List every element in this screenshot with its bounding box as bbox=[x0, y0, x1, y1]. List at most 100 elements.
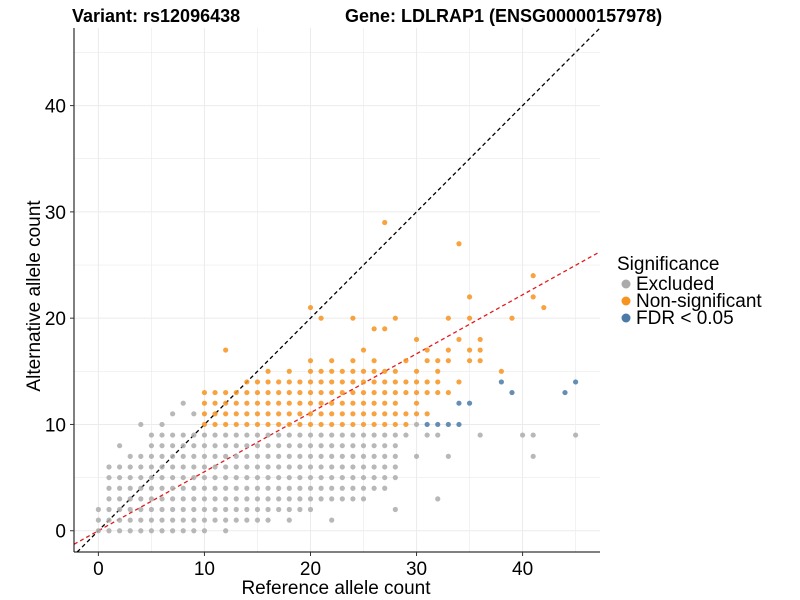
data-point bbox=[170, 411, 176, 417]
data-point bbox=[117, 464, 123, 470]
data-point bbox=[530, 453, 536, 459]
gene-title: Gene: LDLRAP1 (ENSG00000157978) bbox=[345, 6, 662, 26]
data-point bbox=[138, 485, 144, 491]
data-point bbox=[307, 485, 314, 491]
data-point bbox=[159, 421, 165, 428]
data-point bbox=[382, 219, 388, 226]
axes: 0 10 20 30 40 0 10 20 30 40 bbox=[45, 28, 600, 580]
data-point bbox=[307, 432, 314, 438]
data-point bbox=[307, 304, 314, 311]
data-point bbox=[509, 315, 515, 321]
fit-line bbox=[73, 251, 601, 545]
y-tick-label: 30 bbox=[45, 203, 66, 224]
data-point bbox=[201, 400, 208, 406]
data-point bbox=[360, 421, 367, 428]
x-tick-label: 0 bbox=[93, 559, 104, 580]
data-point bbox=[233, 443, 239, 449]
data-point bbox=[106, 464, 112, 470]
data-point bbox=[350, 315, 356, 321]
data-point bbox=[371, 443, 377, 449]
data-point bbox=[223, 400, 229, 406]
data-point bbox=[456, 379, 462, 385]
data-point bbox=[233, 411, 239, 417]
data-point bbox=[466, 347, 473, 353]
data-point bbox=[95, 517, 101, 523]
data-point bbox=[180, 400, 186, 406]
data-point bbox=[159, 496, 165, 502]
data-point bbox=[297, 453, 303, 459]
data-point bbox=[223, 453, 229, 459]
data-point bbox=[318, 485, 324, 491]
data-point bbox=[148, 528, 155, 534]
data-point bbox=[392, 443, 398, 449]
legend-swatch-non-significant bbox=[621, 296, 631, 306]
data-point bbox=[339, 485, 345, 491]
x-tick-label: 40 bbox=[512, 559, 533, 580]
data-point bbox=[276, 474, 282, 481]
data-point bbox=[339, 368, 345, 374]
data-point bbox=[435, 358, 441, 364]
data-point bbox=[477, 336, 483, 343]
data-point bbox=[297, 496, 303, 502]
data-point bbox=[307, 411, 314, 417]
data-point bbox=[498, 379, 504, 385]
data-point bbox=[307, 443, 314, 449]
data-point bbox=[360, 368, 367, 374]
data-point bbox=[138, 464, 144, 470]
data-point bbox=[254, 379, 261, 385]
data-point bbox=[191, 432, 197, 438]
data-point bbox=[413, 389, 420, 396]
data-point bbox=[318, 400, 324, 406]
data-point bbox=[286, 400, 292, 406]
data-point bbox=[286, 496, 292, 502]
data-point bbox=[413, 400, 420, 406]
data-point bbox=[201, 474, 208, 481]
data-point bbox=[413, 368, 420, 374]
data-point bbox=[265, 368, 271, 374]
data-point bbox=[360, 485, 367, 491]
data-point bbox=[329, 421, 335, 428]
data-point bbox=[392, 368, 398, 374]
data-point bbox=[413, 379, 420, 385]
data-point bbox=[466, 400, 473, 406]
data-point bbox=[318, 389, 324, 396]
y-tick-label: 40 bbox=[45, 97, 66, 118]
data-point bbox=[456, 400, 462, 406]
data-point bbox=[339, 464, 345, 470]
data-point bbox=[265, 389, 271, 396]
legend-swatch-fdr bbox=[621, 313, 631, 323]
data-point bbox=[382, 411, 388, 417]
data-point bbox=[180, 474, 186, 481]
data-point bbox=[392, 379, 398, 385]
data-point bbox=[445, 421, 451, 428]
data-point bbox=[392, 464, 398, 470]
data-point bbox=[106, 485, 112, 491]
data-point bbox=[424, 389, 430, 396]
data-point bbox=[254, 496, 261, 502]
data-point bbox=[360, 464, 367, 470]
data-point bbox=[382, 326, 388, 332]
data-point bbox=[286, 368, 292, 374]
data-point bbox=[212, 421, 218, 428]
data-point bbox=[360, 400, 367, 406]
identity-line bbox=[76, 27, 601, 553]
series-non-significant bbox=[201, 219, 547, 428]
data-point bbox=[191, 485, 197, 491]
data-point bbox=[360, 496, 367, 502]
data-point bbox=[276, 379, 282, 385]
data-point bbox=[201, 496, 208, 502]
data-point bbox=[223, 517, 229, 523]
data-point bbox=[360, 347, 367, 353]
data-point bbox=[339, 432, 345, 438]
data-point bbox=[435, 421, 441, 428]
data-point bbox=[212, 517, 218, 523]
data-point bbox=[466, 358, 473, 364]
data-point bbox=[360, 379, 367, 385]
data-point bbox=[254, 389, 261, 396]
data-point bbox=[233, 517, 239, 523]
data-point bbox=[159, 506, 165, 513]
data-point bbox=[435, 379, 441, 385]
data-point bbox=[148, 453, 155, 459]
data-point bbox=[329, 453, 335, 459]
data-point bbox=[276, 432, 282, 438]
